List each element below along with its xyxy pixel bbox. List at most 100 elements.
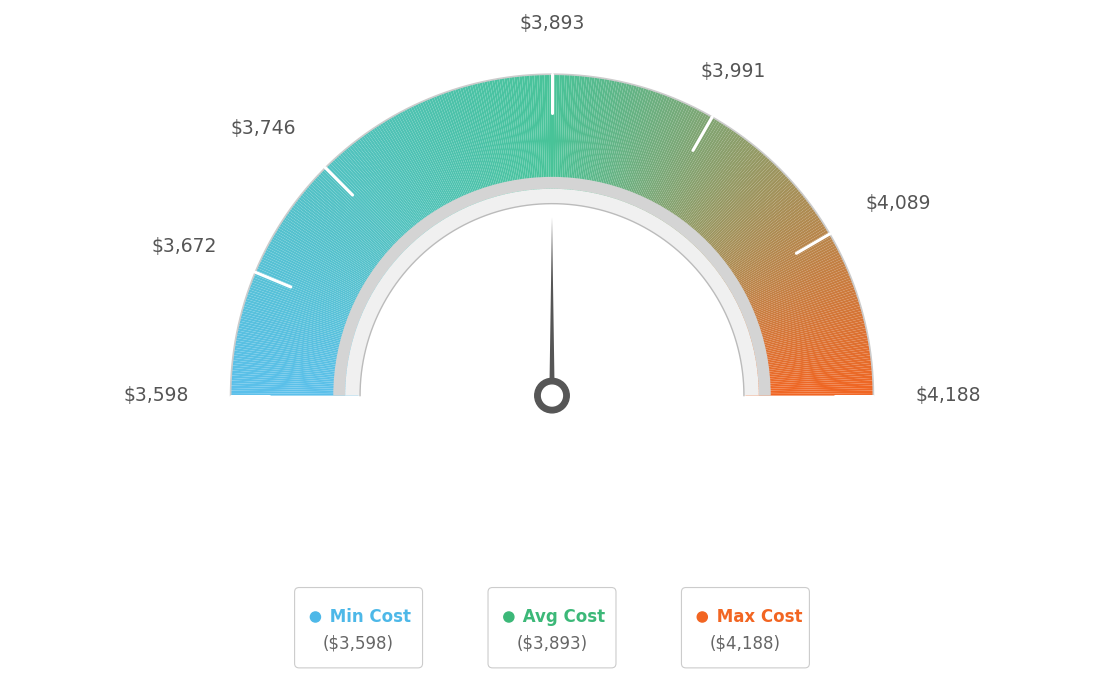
Wedge shape [745,368,872,380]
Wedge shape [232,365,360,379]
Wedge shape [341,151,426,250]
Wedge shape [245,296,368,337]
Wedge shape [716,226,826,295]
Wedge shape [744,353,871,371]
Wedge shape [597,83,629,208]
Wedge shape [699,187,798,271]
Wedge shape [744,365,872,379]
Wedge shape [693,175,788,264]
Wedge shape [675,146,757,246]
Wedge shape [397,112,460,226]
Wedge shape [696,179,792,266]
Wedge shape [402,110,463,225]
Text: $4,089: $4,089 [866,194,932,213]
Wedge shape [607,88,647,210]
Wedge shape [231,386,359,391]
Wedge shape [741,328,867,356]
Wedge shape [232,371,359,382]
Wedge shape [745,383,873,390]
Wedge shape [668,139,747,241]
Wedge shape [243,304,367,342]
Wedge shape [321,170,414,261]
Wedge shape [361,135,438,240]
Wedge shape [584,79,607,205]
Wedge shape [534,75,543,202]
Wedge shape [505,77,524,204]
Wedge shape [268,243,382,305]
Wedge shape [311,181,407,268]
Wedge shape [745,393,873,395]
Wedge shape [253,275,373,324]
Wedge shape [692,174,786,263]
Wedge shape [262,257,378,313]
Wedge shape [267,245,381,306]
Wedge shape [626,99,678,217]
Wedge shape [732,277,852,326]
Wedge shape [429,98,479,217]
Wedge shape [641,110,702,225]
Wedge shape [567,75,580,203]
Text: $4,188: $4,188 [915,386,980,405]
Wedge shape [720,237,832,301]
Wedge shape [473,83,506,208]
Text: ($3,598): ($3,598) [323,634,394,653]
Wedge shape [481,81,511,207]
Wedge shape [245,299,368,339]
Wedge shape [438,94,485,215]
Wedge shape [739,310,862,346]
Wedge shape [339,153,425,250]
Wedge shape [715,224,825,293]
Wedge shape [380,123,449,233]
Wedge shape [730,270,849,322]
Wedge shape [649,118,715,229]
Wedge shape [740,318,864,351]
Wedge shape [707,203,810,281]
Wedge shape [550,75,552,202]
Wedge shape [436,95,484,215]
Wedge shape [463,86,499,210]
Wedge shape [264,252,379,310]
Wedge shape [386,119,454,230]
Wedge shape [497,79,520,205]
Wedge shape [585,79,609,206]
Wedge shape [627,99,680,218]
Wedge shape [422,101,475,219]
Wedge shape [723,245,837,306]
Wedge shape [631,103,687,220]
Wedge shape [700,189,799,273]
Circle shape [503,612,513,622]
Wedge shape [460,87,498,210]
Wedge shape [736,296,859,337]
Wedge shape [735,291,857,335]
Wedge shape [730,268,848,320]
Wedge shape [737,306,861,343]
Wedge shape [673,145,755,246]
FancyBboxPatch shape [488,587,616,668]
Wedge shape [666,135,743,240]
Circle shape [698,612,708,622]
Wedge shape [723,248,838,308]
Wedge shape [284,217,391,289]
Wedge shape [477,83,508,208]
Wedge shape [244,301,368,340]
Wedge shape [739,308,862,344]
Wedge shape [231,375,359,385]
Wedge shape [688,166,779,259]
Wedge shape [346,189,758,395]
Wedge shape [742,333,868,359]
Wedge shape [648,117,713,228]
Wedge shape [257,266,375,319]
Wedge shape [529,75,540,203]
Wedge shape [288,210,394,286]
Wedge shape [289,209,394,284]
Wedge shape [351,144,433,245]
Wedge shape [617,93,664,214]
Wedge shape [237,326,363,355]
Wedge shape [582,78,605,205]
Wedge shape [612,90,654,212]
Wedge shape [713,217,820,289]
Text: $3,672: $3,672 [151,237,216,256]
Wedge shape [236,331,362,358]
FancyBboxPatch shape [681,587,809,668]
Wedge shape [657,126,729,234]
